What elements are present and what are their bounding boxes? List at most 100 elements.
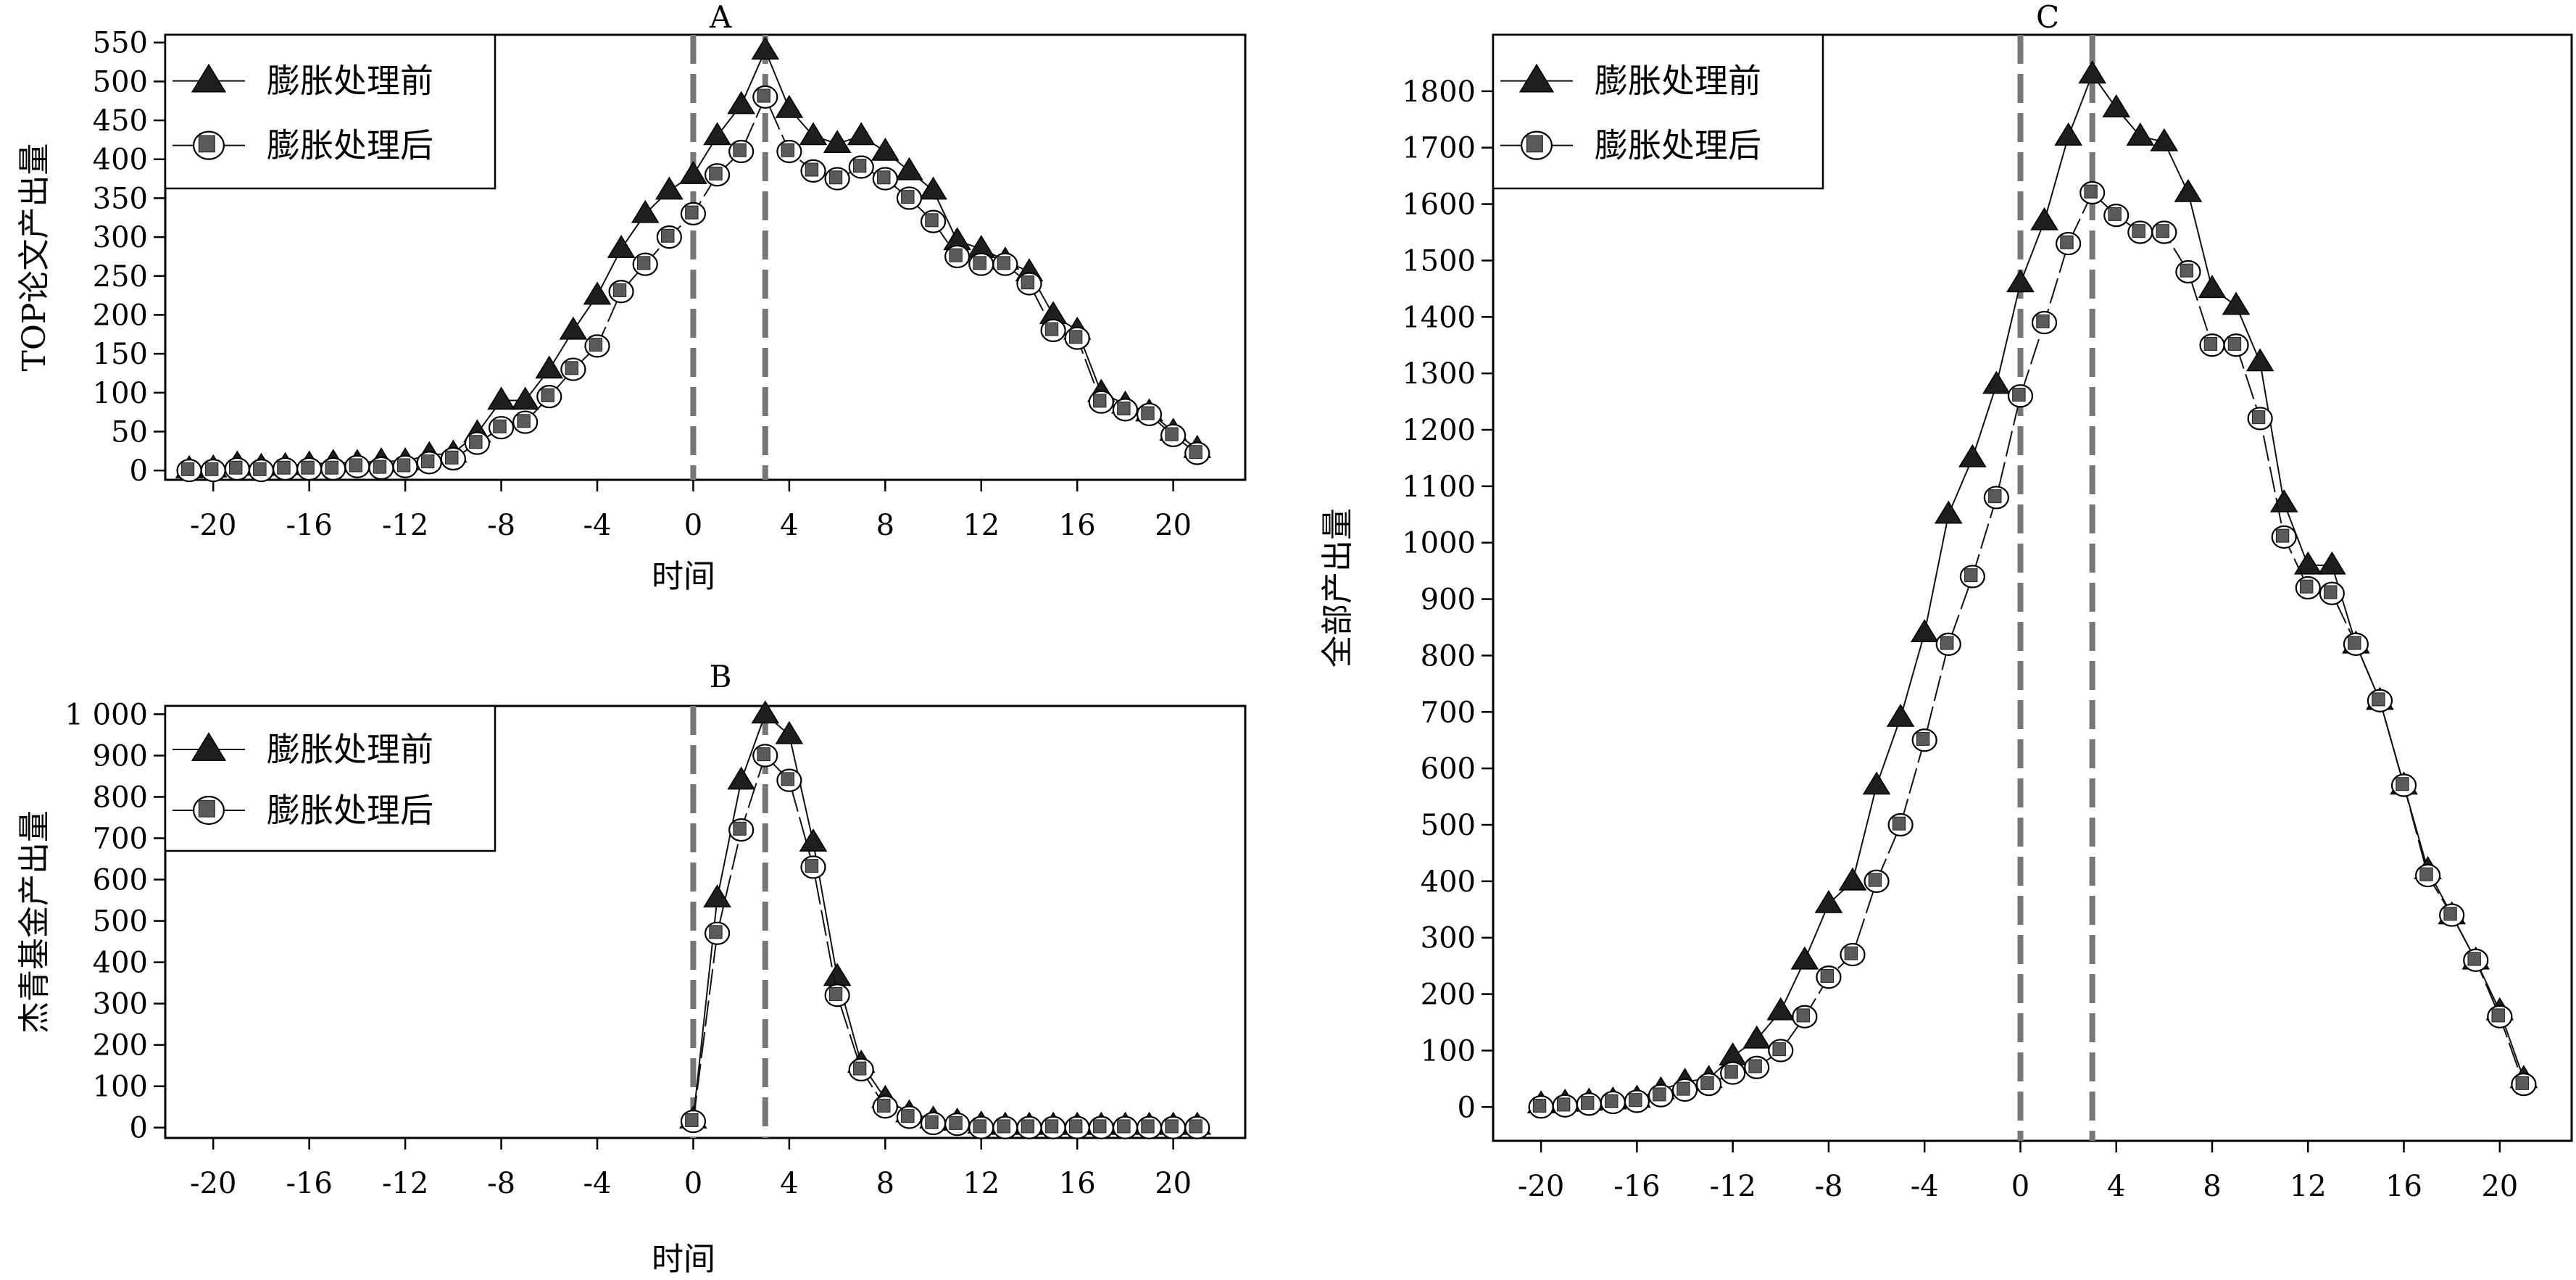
data-point [2080,180,2106,205]
data-point [1911,728,1937,752]
data-point [272,457,299,481]
data-point [2511,1073,2537,1097]
y-tick-label: 1700 [1402,132,1476,165]
data-point [368,456,394,480]
x-tick-label: 12 [2290,1170,2327,1203]
y-tick-label: 1800 [1402,75,1476,109]
data-point [1160,423,1187,447]
x-tick-label: -8 [1814,1170,1842,1203]
data-point [2390,773,2417,797]
data-point [2247,407,2273,431]
data-point [679,161,707,184]
x-tick-label: 4 [780,1167,798,1200]
y-tick-label: 900 [93,739,148,773]
data-point [703,884,731,907]
x-tick-label: 20 [2481,1170,2518,1203]
y-axis-label: 全部产出量 [1319,508,1356,668]
data-point [488,415,515,440]
data-point [896,186,923,210]
x-tick-label: 8 [2203,1170,2221,1203]
y-tick-label: 300 [93,221,148,254]
data-point [1744,1055,1770,1079]
data-point [2222,291,2251,315]
x-tick-label: -20 [190,509,236,542]
data-point [1814,889,1843,913]
y-tick-label: 100 [1421,1034,1476,1068]
data-point [296,457,323,481]
data-point [536,385,562,409]
data-point [800,855,826,879]
y-tick-label: 1500 [1402,244,1476,278]
data-point [416,451,442,475]
x-axis-label: 时间 [652,558,715,595]
plot-frame [164,705,1247,1139]
data-point [1576,1092,1602,1116]
x-tick-label: -16 [286,509,332,542]
data-point [1790,946,1819,970]
data-point [1184,441,1210,465]
data-point [1552,1094,1578,1118]
x-tick-label: -20 [1518,1170,1564,1203]
x-tick-label: -8 [487,1167,515,1200]
data-point [992,1115,1018,1139]
x-tick-label: -12 [382,509,428,542]
data-point [320,457,346,481]
data-point [775,94,804,118]
legend-marker-triangle [191,63,227,93]
data-point [680,201,707,225]
data-point [2343,632,2369,656]
data-point [751,36,780,60]
y-tick-label: 600 [93,864,148,897]
data-point [919,176,947,200]
data-point [2415,863,2441,888]
x-tick-label: 16 [1059,1167,1096,1200]
data-point [2318,551,2346,575]
data-point [848,155,874,179]
series-line [1541,191,2525,1108]
data-point [944,244,971,269]
data-point [631,199,660,223]
x-tick-label: -16 [1613,1170,1660,1203]
data-point [2174,178,2203,202]
data-point [776,139,802,164]
data-point [728,139,755,164]
data-point [176,459,202,483]
y-tick-label: 200 [1421,978,1476,1012]
data-point [2127,220,2153,244]
data-point [944,1113,971,1136]
legend-label: 膨胀处理后 [267,791,433,830]
x-axis-label: 时间 [652,1241,715,1278]
y-tick-label: 250 [93,260,148,294]
x-tick-label: -16 [286,1167,332,1200]
data-point [1982,370,2011,394]
x-tick-label: -20 [190,1167,236,1200]
legend-label: 膨胀处理后 [1595,126,1761,165]
data-point [1016,1115,1042,1139]
data-point [1184,1115,1210,1139]
y-tick-label: 900 [1421,583,1476,617]
data-point [584,334,610,358]
data-point [799,122,828,146]
data-point [751,700,780,724]
x-tick-label: 16 [2385,1170,2422,1203]
data-point [2006,269,2035,293]
data-point [608,280,634,304]
x-tick-label: 0 [684,1167,702,1200]
data-point [224,457,250,481]
data-point [752,85,778,109]
data-point [1064,326,1090,350]
data-point [776,768,802,792]
data-point [2271,525,2297,549]
y-tick-label: 1100 [1402,470,1476,504]
data-point [1136,402,1163,426]
x-tick-label: 12 [963,1167,1000,1200]
y-tick-label: 200 [93,1029,148,1063]
y-tick-label: 500 [93,905,148,939]
data-point [2151,220,2177,244]
panel-title: A [709,0,732,35]
data-point [2439,903,2465,927]
x-tick-label: -8 [487,509,515,542]
data-point [464,431,491,455]
x-tick-label: -12 [1709,1170,1756,1203]
